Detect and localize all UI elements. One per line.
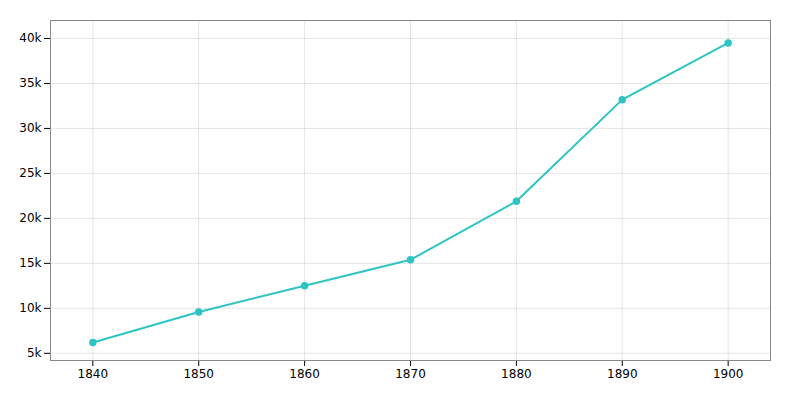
svg-text:20k: 20k bbox=[19, 211, 41, 225]
svg-text:5k: 5k bbox=[27, 346, 42, 360]
svg-text:1850: 1850 bbox=[183, 367, 214, 381]
svg-text:35k: 35k bbox=[19, 76, 41, 90]
svg-text:40k: 40k bbox=[19, 31, 41, 45]
svg-text:1880: 1880 bbox=[501, 367, 532, 381]
svg-text:10k: 10k bbox=[19, 301, 41, 315]
svg-text:1890: 1890 bbox=[607, 367, 638, 381]
svg-text:30k: 30k bbox=[19, 121, 41, 135]
svg-text:1900: 1900 bbox=[713, 367, 744, 381]
svg-text:1860: 1860 bbox=[289, 367, 320, 381]
svg-text:1840: 1840 bbox=[78, 367, 109, 381]
svg-text:25k: 25k bbox=[19, 166, 41, 180]
svg-text:1870: 1870 bbox=[395, 367, 426, 381]
svg-text:15k: 15k bbox=[19, 256, 41, 270]
